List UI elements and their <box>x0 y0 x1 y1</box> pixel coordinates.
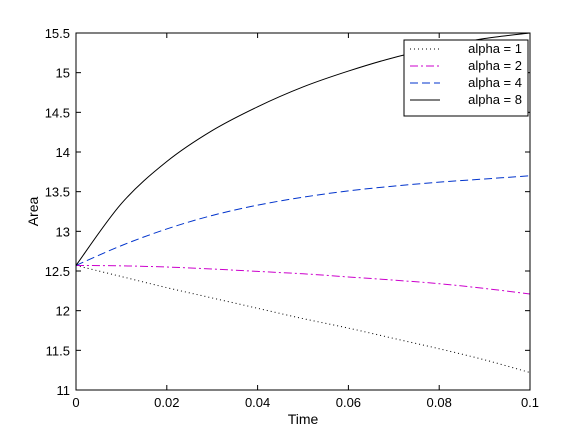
legend-label: alpha = 8 <box>468 92 522 107</box>
y-tick-label: 12.5 <box>45 264 70 279</box>
x-tick-label: 0.08 <box>427 395 452 410</box>
legend-label: alpha = 4 <box>468 75 522 90</box>
x-tick-label: 0.1 <box>521 395 539 410</box>
y-tick-label: 11.5 <box>46 343 70 358</box>
series-line-1 <box>75 264 531 374</box>
x-axis-label: Time <box>288 411 319 427</box>
y-axis-ticks: 11 11.5 12 12.5 13 13.5 14 14.5 15 15.5 <box>45 26 530 398</box>
y-tick-label: 14.5 <box>45 105 70 120</box>
y-tick-label: 13.5 <box>45 185 70 200</box>
legend-label: alpha = 2 <box>468 58 522 73</box>
y-tick-label: 15.5 <box>45 26 70 41</box>
series-line-3 <box>75 175 531 266</box>
x-tick-label: 0.04 <box>245 395 270 410</box>
x-tick-label: 0 <box>72 395 79 410</box>
legend-label: alpha = 1 <box>468 41 522 56</box>
y-tick-label: 15 <box>56 66 70 81</box>
legend-box <box>403 39 529 117</box>
y-tick-label: 12 <box>56 304 70 319</box>
plot-frame <box>75 32 531 391</box>
x-tick-label: 0.06 <box>336 395 361 410</box>
x-axis-ticks: 0 0.02 0.04 0.06 0.08 0.1 <box>72 33 539 410</box>
y-axis-label: Area <box>25 197 41 227</box>
x-tick-label: 0.02 <box>154 395 179 410</box>
legend: alpha = 1 alpha = 2 alpha = 4 alpha = 8 <box>403 39 529 117</box>
y-tick-label: 11 <box>57 383 71 398</box>
y-tick-label: 13 <box>56 224 70 239</box>
series-line-2 <box>75 264 531 295</box>
y-tick-label: 14 <box>56 145 70 160</box>
